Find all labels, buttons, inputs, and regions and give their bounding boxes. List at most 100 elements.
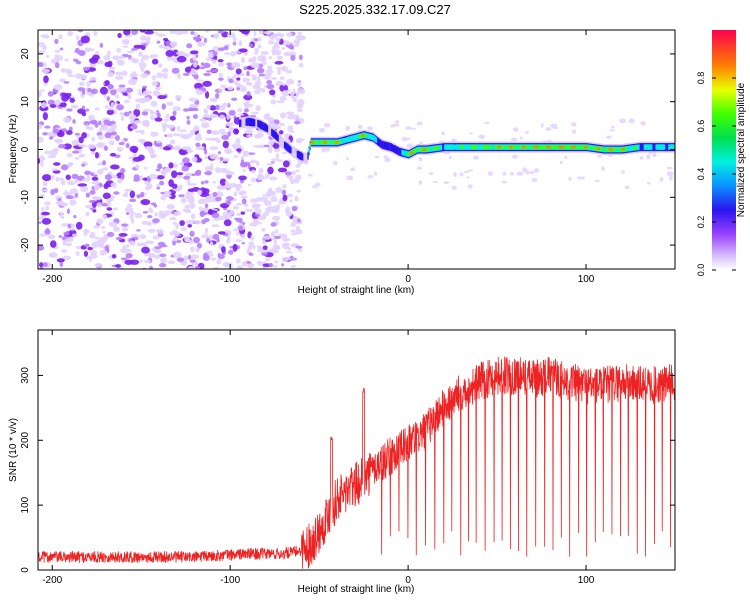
tone-track-cell [647, 144, 650, 150]
tone-track-cell [577, 145, 579, 149]
noise-blob [294, 229, 303, 235]
noise-blob [176, 55, 187, 63]
noise-blob [267, 166, 274, 175]
noise-blob [58, 34, 63, 40]
noise-blob [257, 75, 261, 82]
tone-track-cell [541, 145, 543, 149]
noise-blob [651, 153, 657, 158]
tone-track-cell [552, 145, 555, 149]
noise-blob [69, 199, 77, 206]
tone-track-cell [483, 145, 485, 150]
noise-blob [117, 177, 123, 184]
noise-blob [367, 175, 374, 179]
noise-blob [203, 217, 210, 223]
noise-blob [220, 84, 227, 89]
noise-blob [384, 157, 391, 163]
noise-blob [226, 234, 231, 241]
noise-blob [345, 125, 350, 131]
noise-blob [137, 89, 142, 93]
noise-blob [118, 141, 125, 146]
noise-blob [96, 218, 104, 225]
tone-track-cell [473, 145, 476, 150]
noise-blob [265, 68, 274, 75]
tone-track-cell [559, 146, 561, 149]
noise-blob [261, 61, 267, 66]
noise-blob [228, 249, 234, 255]
noise-blob [143, 97, 151, 103]
noise-blob [163, 37, 169, 42]
noise-blob [158, 44, 165, 49]
noise-blob [96, 239, 106, 245]
tone-track-cell [239, 119, 241, 127]
noise-blob [280, 199, 284, 205]
tone-track-cell [618, 147, 620, 152]
noise-blob [179, 129, 187, 133]
noise-blob [84, 170, 92, 176]
noise-blob [221, 134, 230, 140]
noise-blob [143, 192, 148, 195]
noise-blob [219, 156, 224, 161]
tone-track-cell [414, 149, 416, 153]
noise-blob [220, 246, 226, 253]
tone-track-cell [502, 145, 505, 149]
noise-blob [154, 117, 163, 122]
noise-blob [294, 120, 301, 125]
tone-track-cell [241, 117, 243, 129]
noise-blob [194, 37, 200, 42]
noise-blob [646, 181, 651, 185]
noise-blob [267, 191, 276, 197]
noise-blob [72, 150, 80, 154]
noise-blob [256, 161, 260, 167]
noise-blob [268, 262, 274, 268]
tone-track-cell [354, 134, 356, 141]
tone-track-cell [486, 145, 489, 150]
noise-blob [63, 81, 70, 84]
noise-blob [606, 135, 612, 139]
noise-blob [120, 115, 125, 122]
x-tick-label: -200 [42, 575, 62, 586]
tone-track-cell [497, 146, 499, 149]
noise-blob [271, 45, 281, 50]
noise-blob [189, 230, 195, 237]
noise-blob [59, 78, 66, 83]
noise-blob [257, 173, 263, 178]
noise-blob [210, 163, 214, 170]
noise-blob [248, 43, 254, 48]
noise-blob [545, 126, 552, 132]
noise-blob [196, 242, 202, 249]
tone-track-cell [562, 146, 564, 149]
noise-blob [133, 44, 143, 49]
tone-track-cell [284, 142, 287, 150]
noise-blob [67, 30, 74, 37]
noise-blob [138, 51, 143, 57]
noise-blob [61, 94, 69, 102]
tone-track-cell [503, 144, 506, 150]
noise-blob [188, 239, 194, 245]
noise-blob [218, 47, 225, 52]
noise-blob [38, 50, 46, 54]
noise-blob [140, 35, 147, 41]
noise-blob [42, 132, 48, 136]
noise-blob [277, 167, 288, 173]
tone-track-cell [527, 145, 529, 149]
tone-track-cell [247, 117, 249, 126]
noise-blob [236, 148, 242, 152]
noise-blob [222, 140, 229, 149]
noise-blob [257, 37, 262, 42]
noise-blob [172, 221, 177, 225]
noise-blob [131, 30, 138, 36]
noise-blob [129, 259, 140, 265]
noise-blob [213, 137, 219, 141]
noise-blob [512, 127, 519, 132]
noise-blob [255, 105, 262, 111]
tone-track-cell [264, 123, 266, 132]
noise-blob [191, 173, 196, 176]
noise-blob [106, 109, 114, 116]
noise-blob [132, 153, 137, 158]
tone-track-cell [457, 144, 460, 150]
tone-track-cell [573, 146, 575, 149]
tone-track-cell [656, 144, 658, 150]
noise-blob [245, 208, 254, 213]
noise-blob [60, 68, 67, 73]
noise-blob [156, 186, 161, 190]
